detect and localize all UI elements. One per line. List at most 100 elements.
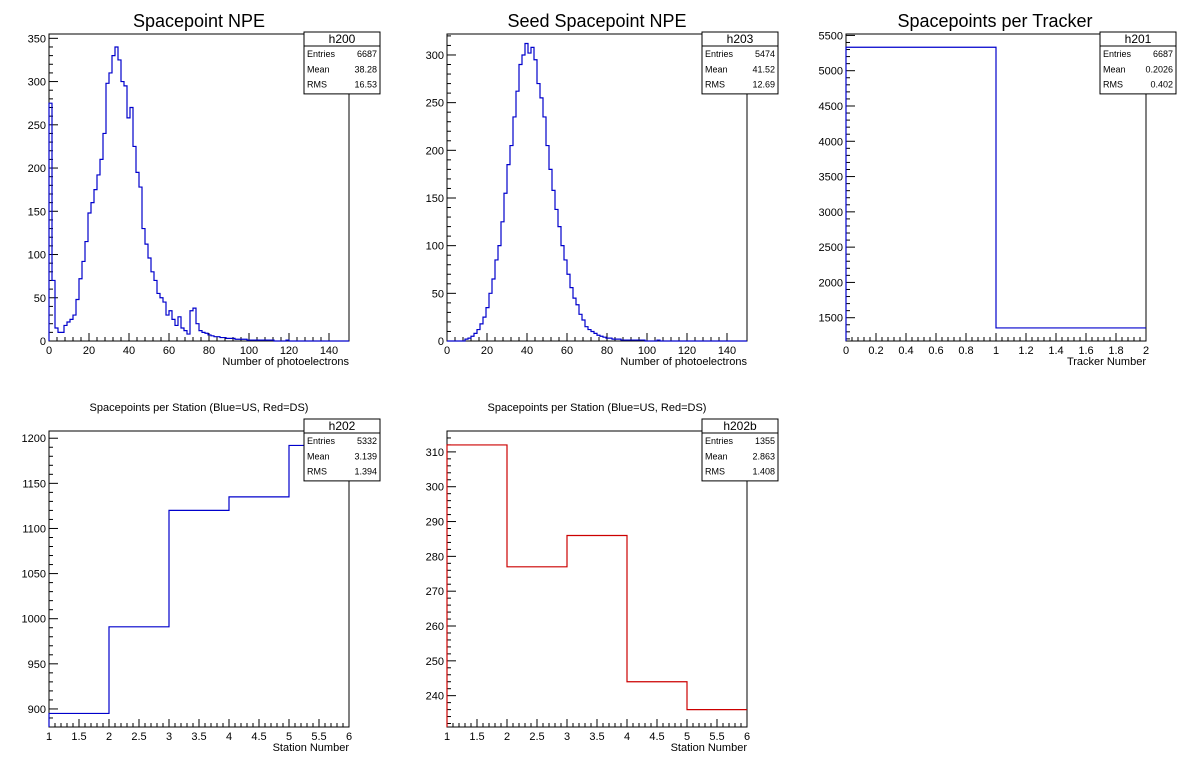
x-tick-label: 0.8 bbox=[958, 345, 973, 357]
stats-box-frame bbox=[303, 31, 381, 95]
stats-row-value: 16.53 bbox=[354, 80, 377, 90]
plot-frame bbox=[446, 33, 748, 342]
stats-row-value: 1.394 bbox=[354, 467, 377, 477]
x-tick-label: 0 bbox=[46, 345, 52, 357]
stats-row-value: 5332 bbox=[357, 436, 377, 446]
x-tick-label: 0 bbox=[843, 345, 849, 357]
y-tick-label: 260 bbox=[426, 621, 444, 633]
y-tick-label: 50 bbox=[34, 293, 46, 305]
x-tick-label: 100 bbox=[638, 345, 656, 357]
stats-box-frame bbox=[303, 418, 381, 482]
y-tick-label: 300 bbox=[426, 482, 444, 494]
x-tick-label: 1 bbox=[444, 731, 450, 743]
x-tick-label: 4 bbox=[226, 731, 232, 743]
y-tick-label: 150 bbox=[28, 206, 46, 218]
y-tick-label: 290 bbox=[426, 517, 444, 529]
stats-box-frame bbox=[1099, 31, 1177, 95]
panel-spacepoints-per-station-ds: Spacepoints per Station (Blue=US, Red=DS… bbox=[488, 402, 748, 754]
y-tick-label: 300 bbox=[28, 77, 46, 89]
x-tick-label: 140 bbox=[320, 345, 338, 357]
panel-5-title: Spacepoints per Station (Blue=US, Red=DS… bbox=[488, 402, 707, 414]
y-tick-label: 0 bbox=[438, 336, 444, 348]
panel-spacepoint-npe: Spacepoint NPE Number of photoelectrons bbox=[133, 11, 350, 368]
x-tick-label: 1.5 bbox=[71, 731, 86, 743]
y-tick-label: 1150 bbox=[22, 478, 46, 490]
x-tick-label: 3 bbox=[166, 731, 172, 743]
stats-row-value: 6687 bbox=[1153, 49, 1173, 59]
stats-row-label: RMS bbox=[705, 80, 725, 90]
y-tick-label: 4000 bbox=[819, 136, 843, 148]
x-tick-label: 3.5 bbox=[191, 731, 206, 743]
x-tick-label: 60 bbox=[561, 345, 573, 357]
stats-row-label: Entries bbox=[1103, 49, 1132, 59]
x-tick-label: 40 bbox=[521, 345, 533, 357]
stats-row-label: RMS bbox=[1103, 80, 1123, 90]
x-tick-label: 1 bbox=[993, 345, 999, 357]
stats-box-name: h203 bbox=[727, 32, 754, 46]
x-tick-label: 3 bbox=[564, 731, 570, 743]
histogram-series bbox=[447, 42, 747, 342]
panel-1-title: Spacepoint NPE bbox=[133, 11, 265, 31]
y-tick-label: 0 bbox=[40, 336, 46, 348]
histogram-series bbox=[845, 46, 1146, 341]
x-tick-label: 2.5 bbox=[529, 731, 544, 743]
x-tick-label: 4.5 bbox=[649, 731, 664, 743]
stats-row-label: Mean bbox=[705, 64, 728, 74]
x-tick-label: 2 bbox=[504, 731, 510, 743]
stats-row-value: 3.139 bbox=[354, 451, 377, 461]
y-tick-label: 250 bbox=[426, 98, 444, 110]
x-tick-label: 60 bbox=[163, 345, 175, 357]
x-tick-label: 5 bbox=[286, 731, 292, 743]
x-tick-label: 1.8 bbox=[1108, 345, 1123, 357]
x-tick-label: 5.5 bbox=[311, 731, 326, 743]
stats-box-name: h200 bbox=[329, 32, 356, 46]
y-tick-label: 3000 bbox=[819, 207, 843, 219]
y-tick-label: 900 bbox=[28, 704, 46, 716]
y-tick-label: 1100 bbox=[22, 523, 46, 535]
y-tick-label: 280 bbox=[426, 551, 444, 563]
y-tick-label: 270 bbox=[426, 586, 444, 598]
panel-4-plot: 1 1.5 2 2.5 3 3.5 4 4.5 5 5.5 6 900 950 1000 1050 1100 1… bbox=[22, 430, 352, 743]
x-tick-label: 2 bbox=[1143, 345, 1149, 357]
panel-seed-spacepoint-npe: Seed Spacepoint NPE Number of photoelect… bbox=[507, 11, 747, 368]
y-tick-label: 2000 bbox=[819, 277, 843, 289]
stats-row-value: 1.408 bbox=[752, 467, 775, 477]
y-tick-label: 240 bbox=[426, 691, 444, 703]
stats-row-value: 12.69 bbox=[752, 80, 775, 90]
x-tick-label: 0.2 bbox=[868, 345, 883, 357]
histogram-series bbox=[446, 444, 747, 727]
panel-5-x-axis-label: Station Number bbox=[671, 742, 748, 754]
y-tick-label: 1000 bbox=[22, 614, 46, 626]
x-tick-label: 20 bbox=[481, 345, 493, 357]
stats-row-label: RMS bbox=[705, 467, 725, 477]
x-tick-label: 6 bbox=[744, 731, 750, 743]
stats-row-label: Mean bbox=[307, 64, 330, 74]
x-tick-label: 6 bbox=[346, 731, 352, 743]
y-tick-label: 150 bbox=[426, 193, 444, 205]
y-tick-label: 250 bbox=[426, 656, 444, 668]
x-tick-label: 120 bbox=[280, 345, 298, 357]
panel-3-title: Spacepoints per Tracker bbox=[897, 11, 1092, 31]
x-tick-label: 40 bbox=[123, 345, 135, 357]
y-tick-label: 1500 bbox=[819, 313, 843, 325]
panel-3-plot: 0 0.2 0.4 0.6 0.8 1 1.2 1.4 1.6 1.8 2 1500 2000 2500 3… bbox=[819, 30, 1150, 357]
histogram-series bbox=[48, 46, 349, 342]
stats-box: h200 Entries 6687 Mean 38.28 RMS 16.53 bbox=[303, 31, 381, 95]
stats-row-value: 1355 bbox=[755, 436, 775, 446]
stats-row-value: 41.52 bbox=[752, 64, 775, 74]
stats-row-label: Entries bbox=[307, 436, 336, 446]
x-tick-label: 5 bbox=[684, 731, 690, 743]
x-tick-label: 1.2 bbox=[1018, 345, 1033, 357]
stats-row-label: Entries bbox=[705, 436, 734, 446]
x-tick-label: 0 bbox=[444, 345, 450, 357]
stats-row-label: Mean bbox=[307, 451, 330, 461]
y-tick-label: 3500 bbox=[819, 172, 843, 184]
x-tick-label: 80 bbox=[203, 345, 215, 357]
stats-row-value: 6687 bbox=[357, 49, 377, 59]
stats-row-label: Entries bbox=[705, 49, 734, 59]
panel-4-x-axis-label: Station Number bbox=[273, 742, 350, 754]
stats-box-frame bbox=[701, 31, 779, 95]
x-tick-label: 2.5 bbox=[131, 731, 146, 743]
